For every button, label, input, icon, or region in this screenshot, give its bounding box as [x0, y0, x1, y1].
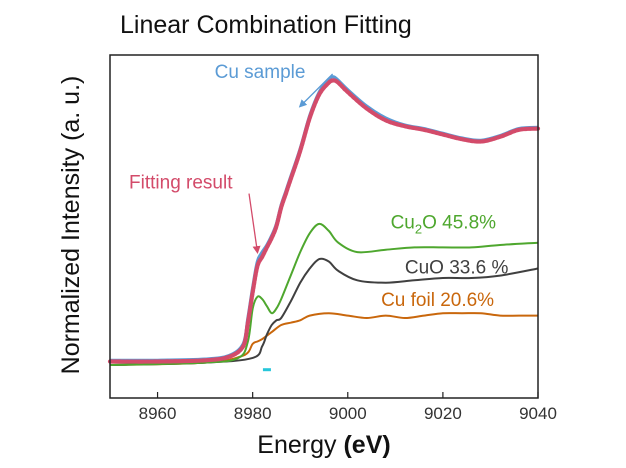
annotation-cu-foil: Cu foil 20.6% — [381, 290, 494, 311]
x-tick-label-8960: 8960 — [139, 404, 177, 423]
x-tick-label-9040: 9040 — [519, 404, 557, 423]
series-line-fitting-result — [107, 78, 541, 364]
y-axis-label: Normalized Intensity (a. u.) — [57, 76, 85, 375]
series-line-cu2o-45-8 — [109, 222, 539, 366]
x-tick-label-9000: 9000 — [329, 404, 367, 423]
annotation-cu2o: Cu2O 45.8% — [391, 213, 497, 237]
plot-frame — [109, 54, 539, 399]
annotation-cu-sample: Cu sample — [215, 62, 306, 83]
x-axis-label-unit: (eV) — [343, 431, 390, 459]
series-layer — [107, 75, 541, 366]
annotation-layer: Cu sample Fitting result Cu2O 45.8% CuO 33.… — [129, 62, 509, 372]
annotation-fitting-result: Fitting result — [129, 173, 233, 194]
series-line-cuo-33-6 — [109, 257, 539, 366]
annotation-cuo: CuO 33.6 % — [405, 257, 509, 278]
x-axis-label-prefix: Energy — [257, 431, 343, 459]
x-tick-layer: 8960 8980 9000 9020 9040 — [139, 392, 557, 423]
x-tick-label-9020: 9020 — [424, 404, 462, 423]
chart-title: Linear Combination Fitting — [120, 11, 412, 39]
series-line-cu-foil-20-6 — [109, 312, 538, 366]
annotation-arrow-fitting-result — [248, 193, 261, 255]
x-tick-label-8980: 8980 — [234, 404, 272, 423]
annotation-arrow-cu-sample — [298, 73, 334, 108]
x-axis-label: Energy (eV) — [257, 431, 390, 459]
